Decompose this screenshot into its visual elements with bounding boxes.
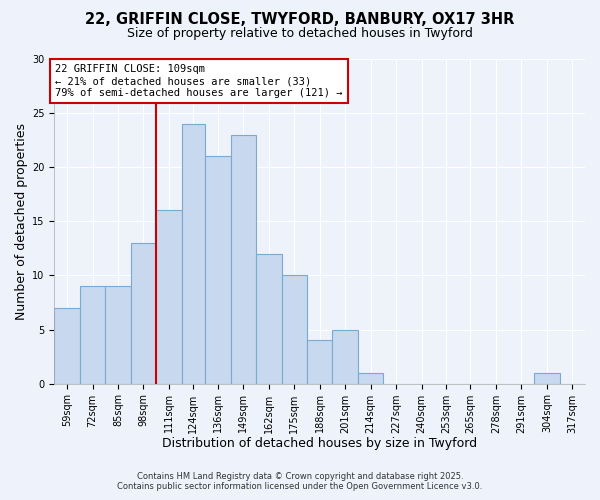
Bar bbox=[230, 134, 256, 384]
Bar bbox=[358, 373, 383, 384]
Text: 22 GRIFFIN CLOSE: 109sqm
← 21% of detached houses are smaller (33)
79% of semi-d: 22 GRIFFIN CLOSE: 109sqm ← 21% of detach… bbox=[55, 64, 343, 98]
X-axis label: Distribution of detached houses by size in Twyford: Distribution of detached houses by size … bbox=[162, 437, 477, 450]
Bar bbox=[281, 276, 307, 384]
Text: Contains HM Land Registry data © Crown copyright and database right 2025.
Contai: Contains HM Land Registry data © Crown c… bbox=[118, 472, 482, 491]
Bar bbox=[80, 286, 105, 384]
Bar bbox=[156, 210, 182, 384]
Y-axis label: Number of detached properties: Number of detached properties bbox=[15, 123, 28, 320]
Bar bbox=[205, 156, 230, 384]
Bar bbox=[534, 373, 560, 384]
Bar bbox=[55, 308, 80, 384]
Text: 22, GRIFFIN CLOSE, TWYFORD, BANBURY, OX17 3HR: 22, GRIFFIN CLOSE, TWYFORD, BANBURY, OX1… bbox=[85, 12, 515, 28]
Bar bbox=[307, 340, 332, 384]
Bar bbox=[105, 286, 131, 384]
Bar bbox=[131, 243, 156, 384]
Bar bbox=[182, 124, 205, 384]
Text: Size of property relative to detached houses in Twyford: Size of property relative to detached ho… bbox=[127, 28, 473, 40]
Bar bbox=[332, 330, 358, 384]
Bar bbox=[256, 254, 281, 384]
